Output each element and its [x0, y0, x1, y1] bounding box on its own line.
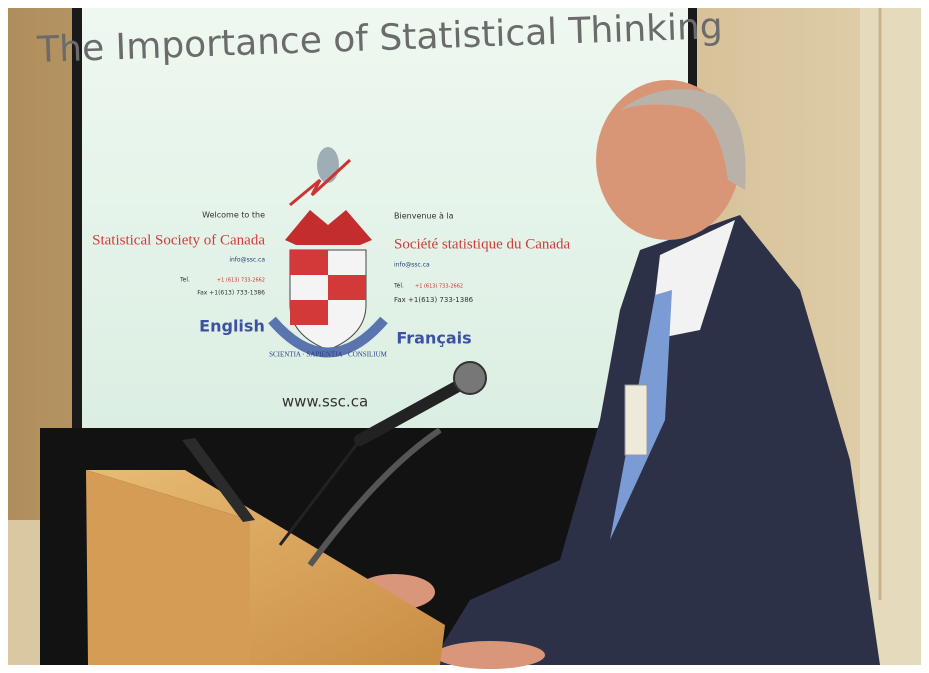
language-link: Français	[396, 329, 471, 348]
society-name: Statistical Society of Canada	[92, 232, 265, 248]
mic-head	[454, 362, 486, 394]
tel-label: Tel.	[179, 277, 190, 284]
language-link: English	[199, 317, 265, 336]
fax: Fax +1(613) 733-1386	[394, 296, 474, 304]
tel-label: Tél.	[393, 283, 404, 290]
shield-quarter	[328, 275, 366, 300]
fax: Fax +1(613) 733-1386	[197, 290, 265, 297]
owl	[317, 147, 339, 183]
email: info@ssc.ca	[394, 262, 430, 269]
tel: +1 (613) 733-2662	[217, 278, 265, 284]
tel: +1 (613) 733-2662	[415, 284, 463, 290]
shield-quarter	[290, 250, 328, 275]
shield-quarter	[290, 300, 328, 325]
hand	[435, 641, 545, 669]
screen	[82, 8, 688, 440]
welcome: Bienvenue à la	[394, 212, 454, 221]
photo: The Importance of Statistical Thinking S…	[0, 0, 929, 673]
wall-panel	[860, 8, 921, 665]
email: info@ssc.ca	[229, 257, 265, 264]
motto: SCIENTIA · SAPIENTIA · CONSILIUM	[269, 351, 388, 359]
welcome: Welcome to the	[202, 211, 265, 220]
name-badge	[625, 385, 647, 455]
url: www.ssc.ca	[282, 393, 368, 411]
society-name: Société statistique du Canada	[394, 236, 571, 252]
